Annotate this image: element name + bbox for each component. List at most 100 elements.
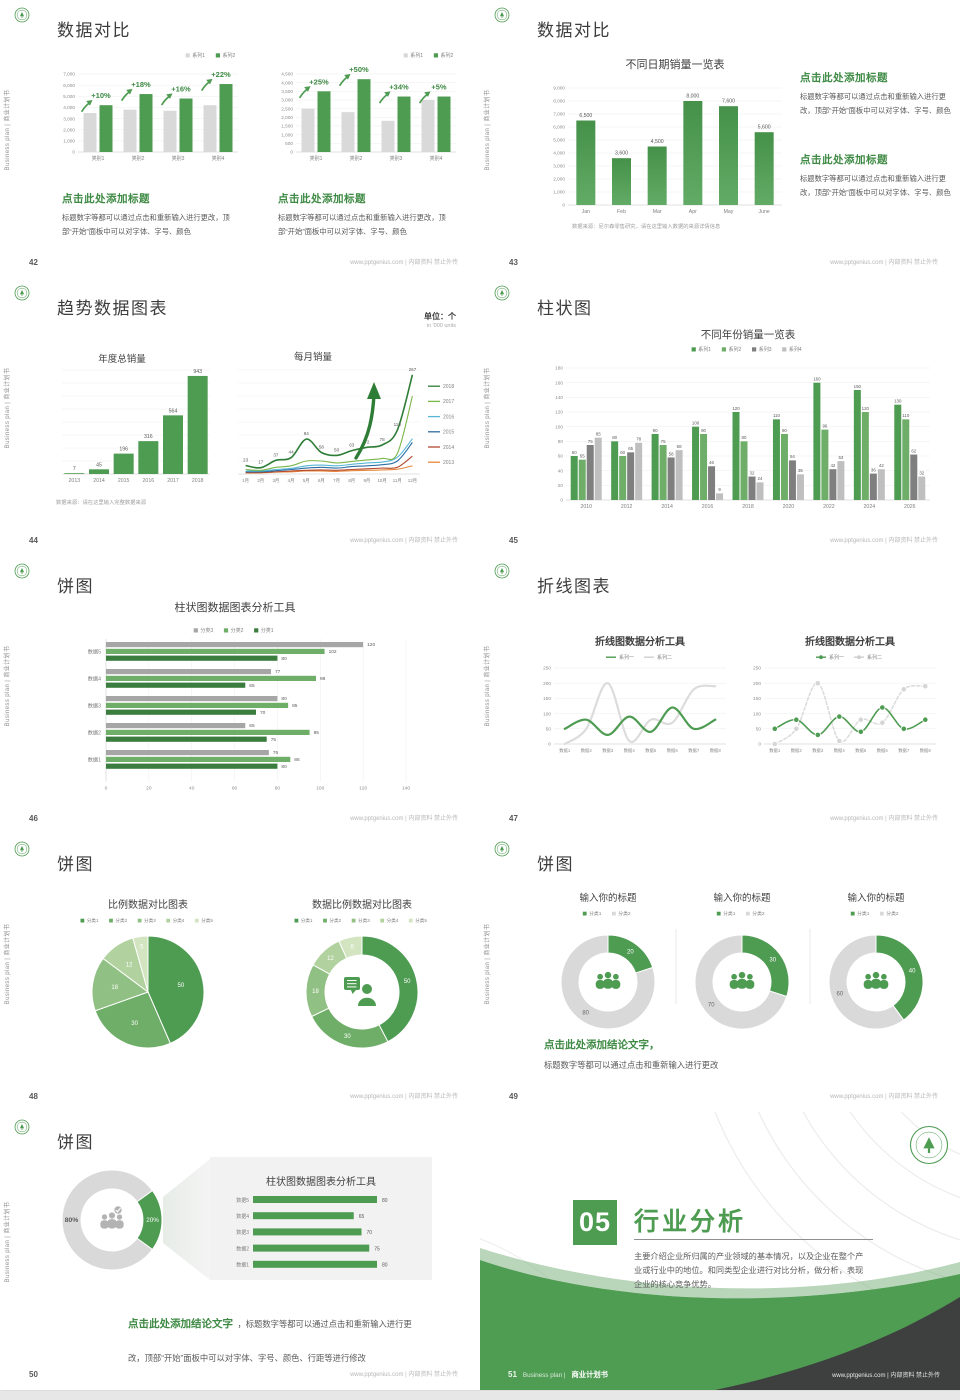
svg-text:2014: 2014 <box>661 504 673 510</box>
svg-text:0: 0 <box>758 742 761 747</box>
svg-text:78: 78 <box>380 437 386 442</box>
svg-text:3,000: 3,000 <box>63 116 75 121</box>
chart-title: 折线图数据分析工具 <box>805 637 895 648</box>
brand-seal-icon <box>909 1125 949 1165</box>
svg-text:7: 7 <box>73 466 76 472</box>
svg-text:75: 75 <box>271 737 277 743</box>
brand-seal-icon <box>14 7 30 23</box>
svg-text:系列一: 系列一 <box>829 654 844 661</box>
svg-text:6月: 6月 <box>318 478 325 484</box>
side-label: Business plan | 商业计划书 <box>5 1201 11 1283</box>
svg-text:6,000: 6,000 <box>553 125 565 130</box>
svg-text:系列2: 系列2 <box>223 52 236 59</box>
svg-text:95: 95 <box>314 730 320 736</box>
svg-text:数据8: 数据8 <box>710 747 722 754</box>
page-title: 数据对比 <box>537 21 611 40</box>
svg-text:2024: 2024 <box>864 504 876 510</box>
svg-text:150: 150 <box>753 696 761 701</box>
svg-text:+10%: +10% <box>91 91 111 100</box>
svg-text:30: 30 <box>131 1021 138 1027</box>
svg-text:数据4: 数据4 <box>834 747 846 754</box>
svg-text:80: 80 <box>382 1263 388 1269</box>
svg-text:85: 85 <box>596 431 601 436</box>
svg-text:32: 32 <box>750 470 755 475</box>
svg-text:65: 65 <box>359 1214 365 1220</box>
svg-text:2018: 2018 <box>192 478 204 484</box>
page-number: 50 <box>29 1370 38 1379</box>
svg-text:分类2: 分类2 <box>886 910 899 917</box>
donut-green-segment <box>136 1189 163 1251</box>
svg-text:4,000: 4,000 <box>63 105 75 110</box>
charts-canvas: 系列1 系列2 系列3 系列4 0 20 40 60 80 100 120 140 160 180 2010… <box>494 285 930 510</box>
svg-text:10月: 10月 <box>377 478 386 484</box>
footer-watermark: www.pptgenius.com | 内部资料 禁止外传 <box>830 260 938 266</box>
svg-text:86: 86 <box>294 757 300 763</box>
svg-text:June: June <box>759 209 770 215</box>
svg-text:+34%: +34% <box>389 83 409 92</box>
svg-text:150: 150 <box>854 384 862 389</box>
conclusion-heading: 点击此处添加结论文字， <box>544 1039 660 1051</box>
svg-text:类别1: 类别1 <box>92 155 105 162</box>
svg-text:54: 54 <box>790 454 795 459</box>
svg-text:7月: 7月 <box>333 478 340 484</box>
svg-text:118: 118 <box>394 422 402 427</box>
page-number: 51 <box>508 1370 517 1379</box>
svg-text:60: 60 <box>837 992 844 998</box>
brand-seal-icon <box>14 841 30 857</box>
charts-canvas: 分类1 分类2 分类3 分类4 分类5 50 30 18 12 5 分类1 分类2 分类3 分类4 分类5 5… <box>14 841 427 1049</box>
svg-text:140: 140 <box>402 786 410 792</box>
slide-48: 分类1 分类2 分类3 分类4 分类5 50 30 18 12 5 分类1 分类2 分类3 分类4 分类5 5… <box>0 834 480 1112</box>
svg-text:2017: 2017 <box>443 399 454 405</box>
page-number: 48 <box>29 1092 38 1101</box>
divider-line <box>634 1239 873 1240</box>
placeholder-body: 标题数字等都可以通过点击和重新输入进行更改，顶部“开始”面板中可以对字体、字号、… <box>278 213 446 237</box>
svg-text:150: 150 <box>543 696 551 701</box>
svg-text:53: 53 <box>838 455 843 460</box>
footer-watermark: www.pptgenius.com | 内部资料 禁止外传 <box>350 1372 458 1378</box>
footer-watermark: www.pptgenius.com | 内部资料 禁止外传 <box>830 538 938 544</box>
svg-text:5: 5 <box>140 945 144 951</box>
svg-text:类别2: 类别2 <box>350 155 363 162</box>
svg-text:50: 50 <box>178 983 185 989</box>
svg-text:数据5: 数据5 <box>855 747 867 754</box>
footer-watermark: www.pptgenius.com | 内部资料 禁止外传 <box>350 1094 458 1100</box>
data-source-note: 数据来源：请在这里输入完整数据来源 <box>56 500 147 506</box>
svg-text:9,000: 9,000 <box>553 86 565 91</box>
svg-text:4,500: 4,500 <box>281 72 293 77</box>
svg-text:2020: 2020 <box>783 504 795 510</box>
svg-text:Feb: Feb <box>617 209 626 215</box>
svg-text:18: 18 <box>312 989 319 995</box>
svg-text:9月: 9月 <box>363 478 370 484</box>
svg-text:2015: 2015 <box>118 478 130 484</box>
svg-text:数据1: 数据1 <box>559 747 571 754</box>
svg-text:2016: 2016 <box>702 504 714 510</box>
svg-text:数据3: 数据3 <box>88 702 101 710</box>
page-title: 饼图 <box>57 1133 94 1152</box>
slide-51-section-divider: 05 行业分析 主要介绍企业所归属的产业领域的基本情况，以及企业在整个产业或行业… <box>480 1112 960 1390</box>
svg-text:类别1: 类别1 <box>310 155 323 162</box>
svg-text:2010: 2010 <box>580 504 592 510</box>
svg-text:数据4: 数据4 <box>88 675 101 683</box>
page-title: 折线图表 <box>537 577 611 596</box>
svg-text:数据3: 数据3 <box>236 1229 249 1236</box>
brand-seal-icon <box>14 1119 30 1135</box>
svg-text:2015: 2015 <box>443 430 454 436</box>
side-label: Business plan | 商业计划书 <box>5 923 11 1005</box>
growth-arrow-icon <box>121 88 133 101</box>
svg-text:2022: 2022 <box>823 504 835 510</box>
chart-title: 不同日期销量一览表 <box>625 59 725 71</box>
slide-42: 0 1,000 2,000 3,000 4,000 5,000 6,000 7,000 系列1 系… <box>0 0 480 278</box>
svg-text:5,600: 5,600 <box>758 125 771 131</box>
svg-text:数据2: 数据2 <box>88 729 101 737</box>
svg-text:120: 120 <box>555 410 563 415</box>
svg-text:5,000: 5,000 <box>63 94 75 99</box>
svg-text:120: 120 <box>359 786 367 792</box>
svg-text:2013: 2013 <box>443 460 454 466</box>
svg-text:18: 18 <box>111 985 118 991</box>
svg-text:+25%: +25% <box>309 77 329 86</box>
svg-text:70: 70 <box>708 1002 715 1008</box>
svg-text:80: 80 <box>281 764 287 770</box>
growth-arrow-icon <box>299 86 311 99</box>
svg-text:0: 0 <box>560 498 563 503</box>
side-label: Business plan | 商业计划书 <box>485 89 491 171</box>
